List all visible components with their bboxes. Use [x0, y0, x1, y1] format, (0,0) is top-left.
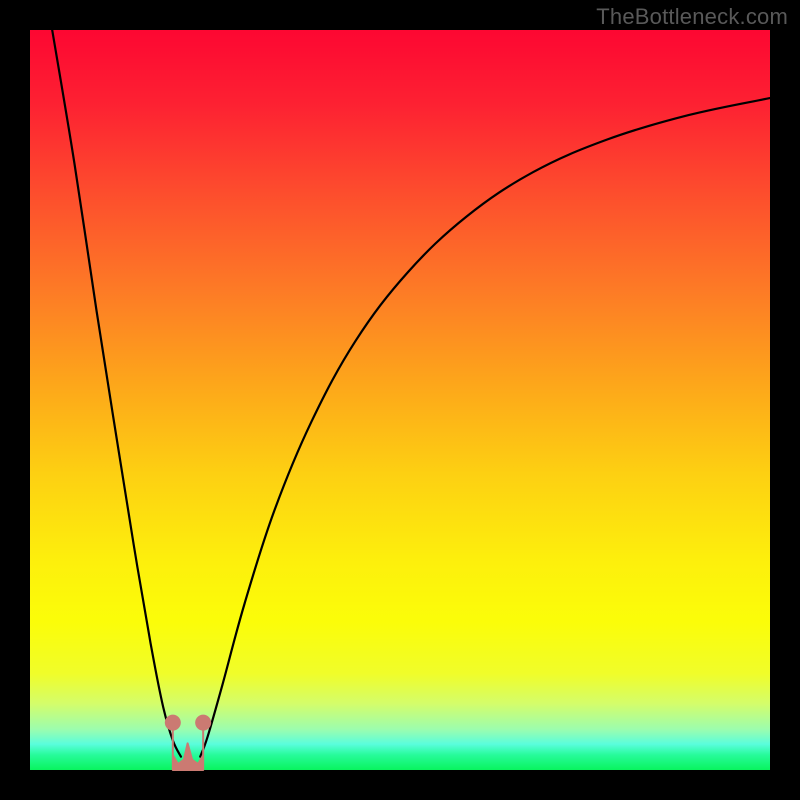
bottleneck-chart — [0, 0, 800, 800]
plot-background — [30, 30, 770, 770]
dip-end-dot-right — [195, 715, 211, 731]
watermark-label: TheBottleneck.com — [596, 4, 788, 30]
chart-container: TheBottleneck.com — [0, 0, 800, 800]
dip-end-dot-left — [165, 715, 181, 731]
